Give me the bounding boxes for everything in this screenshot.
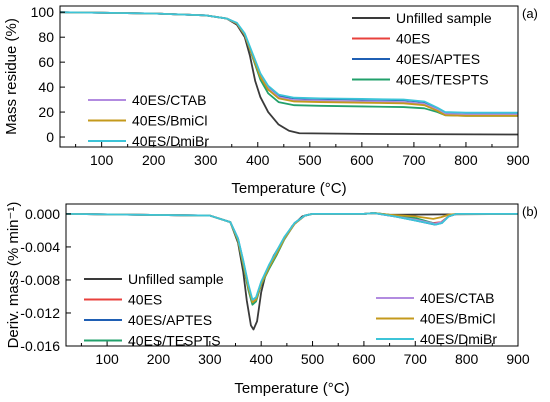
- legend-entry: 40ES/BmiCl: [420, 311, 495, 327]
- x-tick-label: 200: [142, 152, 166, 168]
- y-axis-title: Mass residue (%): [3, 18, 20, 135]
- series-line-40es-dmibr: [60, 11, 518, 114]
- legend-entry: 40ES: [128, 292, 162, 308]
- x-axis-title: Temperature (°C): [234, 380, 349, 397]
- legend-entry: 40ES/APTES: [128, 312, 212, 328]
- y-tick-label: -0.012: [20, 305, 60, 321]
- plot-frame: [65, 203, 519, 347]
- x-tick-label: 700: [404, 351, 428, 367]
- legend-entry: Unfilled sample: [128, 271, 224, 287]
- x-axis-title: Temperature (°C): [231, 180, 346, 197]
- x-tick-label: 800: [454, 152, 478, 168]
- y-tick-label: 100: [31, 4, 55, 20]
- x-tick-label: 300: [194, 152, 218, 168]
- legend-entry: 40ES/DmiBr: [132, 133, 209, 149]
- legend-entry: 40ES/TESPTS: [396, 72, 489, 88]
- legend-center-left: 40ES/CTAB 40ES/BmiCl 40ES/DmiBr: [88, 92, 209, 149]
- legend-entry: 40ES/TESPTS: [128, 333, 221, 349]
- panel-label: (a): [522, 6, 538, 21]
- legend-center-left: Unfilled sample 40ES 40ES/APTES 40ES/TESPTS: [84, 271, 224, 349]
- x-tick-label: 900: [506, 152, 530, 168]
- y-tick-label: -0.016: [20, 338, 60, 354]
- panel-b-dtg-chart: 100 200 300 400 500 600 700 800 900 0.000 -0.004 -0…: [5, 202, 538, 397]
- x-tick-label: 500: [298, 152, 322, 168]
- plot-frame: [59, 5, 519, 148]
- legend-entry: 40ES: [396, 31, 430, 47]
- y-tick-label: -0.008: [20, 272, 60, 288]
- panel-label: (b): [522, 204, 538, 219]
- y-tick-label: -0.004: [20, 239, 60, 255]
- y-tick-label: 60: [38, 54, 54, 70]
- legend-entry: 40ES/CTAB: [420, 290, 494, 306]
- legend-entry: Unfilled sample: [396, 10, 492, 26]
- x-tick-label: 700: [402, 152, 426, 168]
- y-tick-label: 0.000: [25, 206, 60, 222]
- x-tick-label: 900: [506, 351, 530, 367]
- x-tick-label: 500: [301, 351, 325, 367]
- y-tick-label: 40: [38, 79, 54, 95]
- x-tick-label: 400: [250, 351, 274, 367]
- x-tick-label: 200: [147, 351, 171, 367]
- x-tick-label: 600: [350, 152, 374, 168]
- x-tick-label: 100: [90, 152, 114, 168]
- series-lines: [66, 212, 518, 331]
- x-tick-label: 800: [455, 351, 479, 367]
- series-lines: [60, 11, 518, 136]
- y-axis-title: Deriv. mass (% min⁻¹): [5, 202, 22, 349]
- y-tick-label: 80: [38, 29, 54, 45]
- legend-bottom-right: 40ES/CTAB 40ES/BmiCl 40ES/DmiBr: [376, 290, 497, 347]
- x-tick-label: 300: [198, 351, 222, 367]
- legend-entry: 40ES/BmiCl: [132, 113, 207, 129]
- legend-top-right: Unfilled sample 40ES 40ES/APTES 40ES/TESPTS: [352, 10, 492, 88]
- x-tick-label: 100: [95, 351, 119, 367]
- y-tick-label: 0: [46, 129, 54, 145]
- panel-a-tga-chart: 100 200 300 400 500 600 700 800 900 0 20 40 60 80 100 T…: [3, 4, 538, 197]
- x-tick-label: 400: [246, 152, 270, 168]
- legend-entry: 40ES/APTES: [396, 51, 480, 67]
- legend-entry: 40ES/DmiBr: [420, 331, 497, 347]
- x-tick-label: 600: [352, 351, 376, 367]
- legend-entry: 40ES/CTAB: [132, 92, 206, 108]
- y-tick-label: 20: [38, 104, 54, 120]
- series-line-40es-dmibr: [66, 212, 518, 301]
